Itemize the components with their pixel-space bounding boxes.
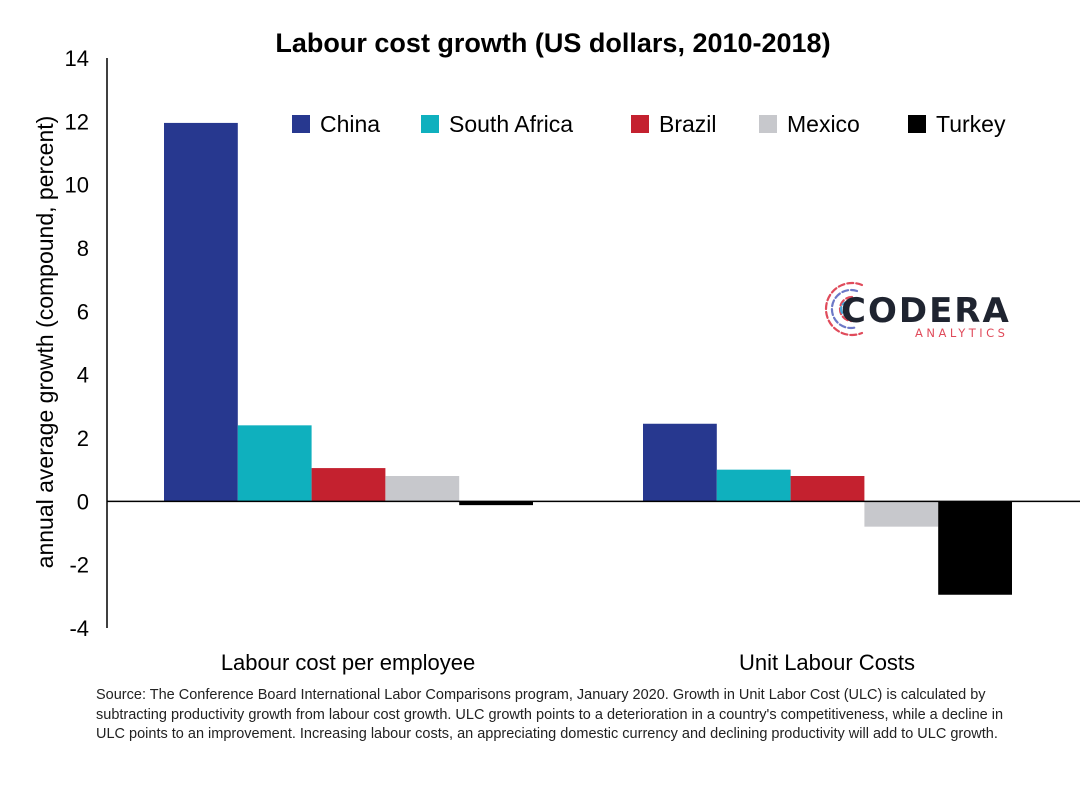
bar-turkey-0	[459, 501, 533, 506]
chart: Labour cost growth (US dollars, 2010-201…	[32, 28, 1080, 675]
bar-mexico-1	[864, 501, 939, 527]
category-label: Unit Labour Costs	[739, 650, 915, 675]
bar-brazil-0	[311, 468, 386, 502]
bar-turkey-1	[938, 501, 1012, 595]
bars	[164, 122, 1012, 595]
bar-china-0	[164, 122, 238, 502]
legend: China South Africa Brazil Mexico Turkey	[292, 111, 1006, 137]
y-tick-label: 8	[77, 236, 89, 261]
category-labels: Labour cost per employee Unit Labour Cost…	[221, 650, 915, 675]
y-tick-label: 14	[65, 46, 89, 71]
logo-name: CODERA	[841, 291, 1011, 331]
category-label: Labour cost per employee	[221, 650, 475, 675]
legend-swatch	[759, 115, 777, 133]
y-tick-label: 4	[77, 363, 89, 388]
y-tick-label: 10	[65, 173, 89, 198]
bar-brazil-1	[790, 476, 865, 502]
y-axis-ticks: -4 -2 0 2 4 6 8 10 12 14	[65, 46, 89, 641]
bar-mexico-0	[385, 476, 460, 502]
bar-south-africa-1	[716, 469, 791, 502]
y-tick-label: 6	[77, 299, 89, 324]
y-tick-label: -4	[69, 616, 89, 641]
chart-title: Labour cost growth (US dollars, 2010-201…	[275, 28, 830, 58]
legend-swatch	[631, 115, 649, 133]
legend-label: Turkey	[936, 111, 1006, 137]
legend-swatch	[908, 115, 926, 133]
logo-tagline: ANALYTICS	[915, 326, 1009, 340]
bar-south-africa-0	[237, 425, 312, 502]
y-tick-label: 12	[65, 109, 89, 134]
legend-label: China	[320, 111, 380, 137]
y-tick-label: 2	[77, 426, 89, 451]
codera-logo-mark	[824, 281, 864, 337]
y-tick-label: 0	[77, 489, 89, 514]
bar-china-1	[643, 423, 717, 502]
source-note: Source: The Conference Board Internation…	[96, 687, 1004, 742]
legend-label: Mexico	[787, 111, 860, 137]
legend-label: Brazil	[659, 111, 717, 137]
codera-logo: CODERA ANALYTICS	[824, 281, 1011, 340]
y-tick-label: -2	[69, 553, 89, 578]
legend-swatch	[421, 115, 439, 133]
legend-swatch	[292, 115, 310, 133]
y-axis-label: annual average growth (compound, percent…	[32, 116, 58, 569]
legend-label: South Africa	[449, 111, 573, 137]
